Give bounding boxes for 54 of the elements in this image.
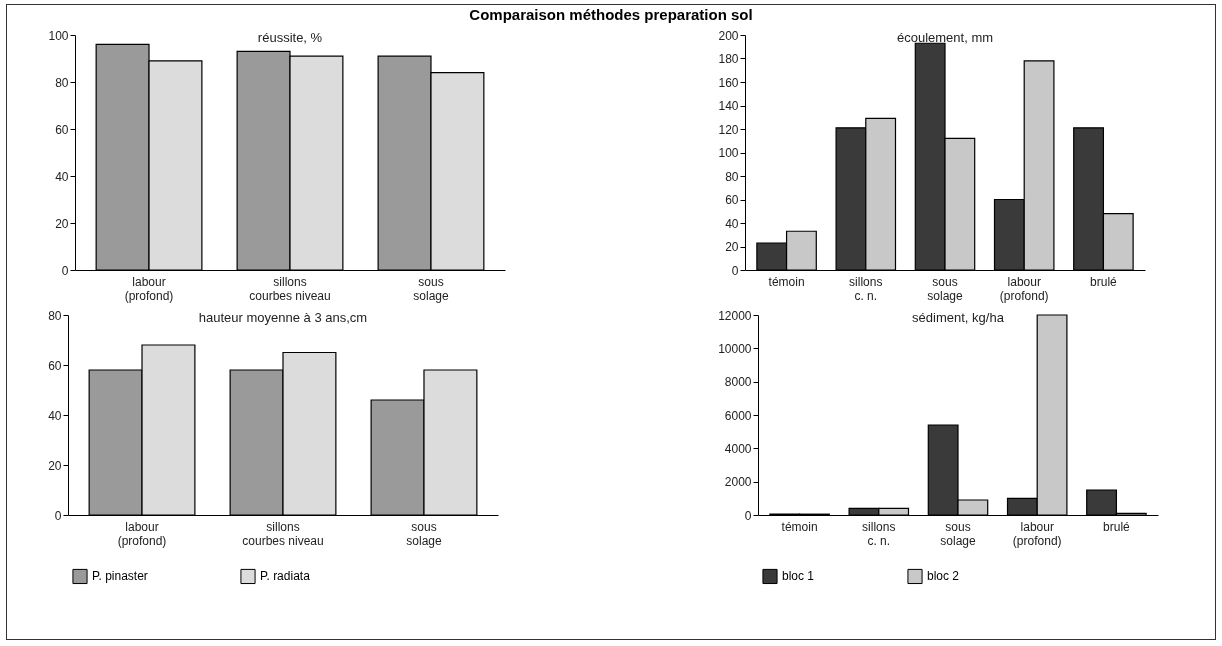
y-tick-label: 40 bbox=[725, 216, 739, 231]
y-tick-label: 40 bbox=[48, 408, 62, 423]
y-tick-label: 60 bbox=[725, 193, 739, 207]
y-tick-label: 80 bbox=[725, 169, 739, 184]
x-tick-label: labour (profond) bbox=[117, 519, 167, 548]
y-tick-label: 4000 bbox=[724, 441, 752, 456]
x-tick-label: labour (profond) bbox=[124, 274, 174, 303]
x-tick-label: sous solage bbox=[413, 274, 449, 303]
y-tick-label: 40 bbox=[55, 169, 69, 184]
y-tick-label: 100 bbox=[48, 28, 69, 43]
x-tick-label: brulé bbox=[1090, 274, 1118, 289]
y-tick-label: 160 bbox=[718, 75, 739, 90]
y-tick-label: 0 bbox=[744, 508, 752, 523]
x-tick-label: sous solage bbox=[940, 519, 976, 548]
y-tick-label: 0 bbox=[61, 263, 69, 278]
y-tick-label: 6000 bbox=[724, 408, 752, 423]
x-tick-label: sous solage bbox=[927, 274, 963, 303]
chart-title: sédiment, kg/ha bbox=[912, 310, 1005, 325]
chart-title: écoulement, mm bbox=[896, 30, 994, 45]
x-tick-label: brulé bbox=[1103, 519, 1131, 534]
legend-label: bloc 1 bbox=[782, 569, 815, 584]
legend-label: bloc 2 bbox=[927, 569, 960, 584]
y-tick-label: 100 bbox=[718, 146, 739, 160]
chart-title: hauteur moyenne à 3 ans,cm bbox=[198, 310, 368, 325]
y-tick-label: 0 bbox=[54, 508, 62, 523]
y-tick-label: 2000 bbox=[724, 475, 752, 490]
legend-label: P. pinaster bbox=[92, 569, 148, 584]
x-tick-label: sillons c. n. bbox=[862, 519, 896, 548]
x-tick-label: sillons c. n. bbox=[849, 274, 883, 303]
text: Comparaison méthodes preparation sol bbox=[468, 5, 754, 25]
y-tick-label: 120 bbox=[718, 122, 739, 137]
y-tick-label: 10000 bbox=[718, 341, 752, 356]
x-tick-label: labour (profond) bbox=[999, 274, 1049, 303]
y-tick-label: 80 bbox=[48, 308, 62, 323]
y-tick-label: 200 bbox=[718, 28, 739, 43]
y-tick-label: 60 bbox=[48, 358, 62, 373]
x-tick-label: témoin bbox=[781, 519, 818, 534]
y-tick-label: 60 bbox=[55, 122, 69, 137]
x-tick-label: sous solage bbox=[406, 519, 442, 548]
chart-subtitle: réussite, % bbox=[257, 30, 323, 45]
y-tick-label: 140 bbox=[718, 99, 739, 113]
y-tick-label: 20 bbox=[48, 458, 62, 473]
x-tick-label: témoin bbox=[768, 274, 805, 289]
x-tick-label: labour (profond) bbox=[1012, 519, 1062, 548]
y-tick-label: 180 bbox=[718, 52, 739, 66]
y-tick-label: 0 bbox=[731, 263, 739, 278]
y-tick-label: 12000 bbox=[718, 308, 752, 323]
y-tick-label: 20 bbox=[55, 216, 69, 231]
x-tick-label: sillons courbes niveau bbox=[242, 519, 324, 548]
legend-label: P. radiata bbox=[260, 569, 311, 584]
x-tick-label: sillons courbes niveau bbox=[249, 274, 331, 303]
y-tick-label: 8000 bbox=[724, 375, 752, 390]
y-tick-label: 20 bbox=[725, 240, 739, 254]
y-tick-label: 80 bbox=[55, 75, 69, 90]
